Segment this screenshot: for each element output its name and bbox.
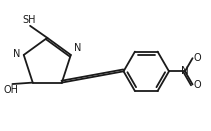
Text: O: O [193, 80, 201, 90]
Text: SH: SH [22, 15, 36, 25]
Text: N: N [181, 66, 189, 76]
Text: OH: OH [3, 85, 18, 95]
Text: O: O [193, 53, 201, 63]
Text: N: N [13, 49, 20, 59]
Text: N: N [74, 43, 81, 53]
